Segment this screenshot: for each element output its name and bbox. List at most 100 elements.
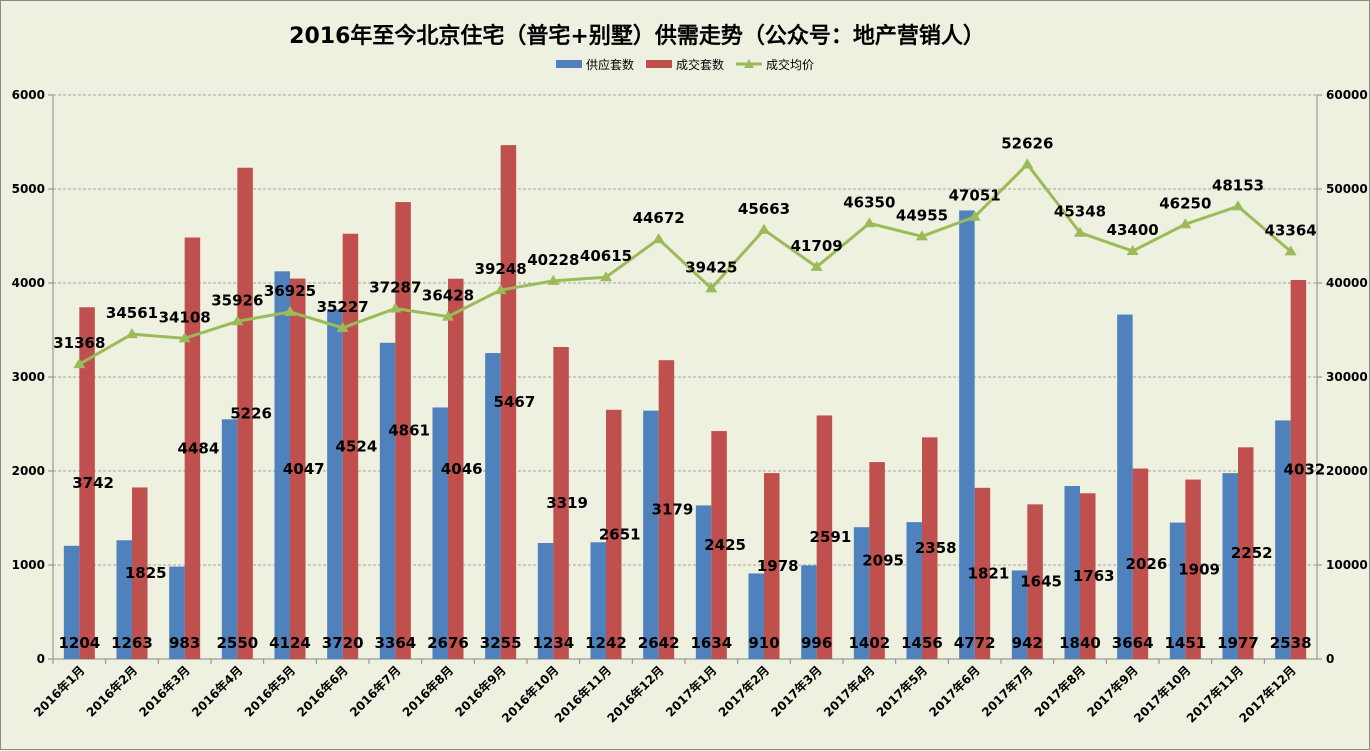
price-marker [178,332,191,343]
left-tick-label: 2000 [12,464,45,478]
x-tick-label: 2017年8月 [1031,663,1088,720]
supply-data-label: 1634 [690,634,732,652]
deals-data-label: 3742 [72,474,114,492]
left-tick-label: 0 [37,652,45,666]
bar-deals [184,237,201,659]
supply-data-label: 3720 [322,634,364,652]
bar-supply [643,410,659,659]
x-tick-label: 2017年12月 [1236,663,1299,726]
supply-data-label: 996 [801,634,832,652]
right-tick-label: 20000 [1326,464,1368,478]
bar-supply [274,271,290,659]
deals-data-label: 1821 [968,564,1010,582]
supply-data-label: 1263 [111,634,153,652]
supply-data-label: 1840 [1059,634,1101,652]
x-tick-label: 2017年7月 [978,663,1035,720]
price-data-label: 35926 [211,291,263,309]
supply-data-label: 910 [748,634,779,652]
supply-data-label: 1977 [1217,634,1259,652]
supply-data-label: 2642 [638,634,680,652]
bar-deals [1185,479,1201,659]
legend-label-1: 成交套数 [676,57,724,72]
supply-data-label: 1234 [532,634,574,652]
supply-data-label: 4772 [954,634,996,652]
supply-data-label: 1204 [58,634,100,652]
price-marker [442,310,454,321]
price-data-label: 36925 [264,282,316,300]
deals-data-label: 4047 [283,460,325,478]
deals-data-label: 2425 [704,536,746,554]
bar-deals [1080,493,1096,659]
price-data-label: 45663 [738,200,790,218]
bar-deals [237,167,253,660]
bar-deals [922,437,938,659]
bar-supply [537,543,554,659]
deals-data-label: 4046 [441,460,483,478]
legend-label-0: 供应套数 [586,57,634,72]
bar-supply [1117,314,1133,659]
bar-supply [1064,486,1080,659]
supply-data-label: 2538 [1270,634,1312,652]
price-data-label: 47051 [949,187,1001,205]
price-marker [600,271,612,282]
price-data-label: 39425 [685,258,737,276]
price-marker [916,230,928,241]
price-data-label: 35227 [317,298,369,316]
bar-deals [1027,504,1043,659]
x-tick-label: 2017年2月 [715,663,772,720]
bar-supply [1169,522,1186,659]
bar-supply [748,573,764,659]
bar-deals [869,462,885,659]
legend-label-2: 成交均价 [766,57,814,72]
bar-supply [327,309,343,659]
bar-deals [79,307,95,659]
x-tick-label: 2016年5月 [241,663,298,720]
price-marker [73,358,86,369]
x-tick-label: 2017年3月 [768,663,825,720]
price-data-label: 44672 [633,209,685,227]
x-tick-label: 2016年12月 [604,663,667,726]
deals-data-label: 2026 [1126,555,1168,573]
right-tick-label: 10000 [1326,558,1368,572]
price-marker [336,321,349,332]
deals-data-label: 2252 [1231,544,1273,562]
deals-data-label: 1763 [1073,567,1115,585]
price-data-label: 34561 [106,304,158,322]
price-data-label: 41709 [791,237,843,255]
supply-data-label: 1451 [1164,634,1206,652]
supply-data-label: 942 [1012,634,1043,652]
supply-data-label: 1456 [901,634,943,652]
price-marker [1284,245,1297,256]
bar-deals [395,202,411,660]
bar-supply [169,566,185,659]
bar-deals [553,347,569,659]
price-data-label: 43364 [1265,221,1317,239]
legend-swatch-1 [646,60,672,68]
price-marker [284,305,296,316]
bar-deals [816,415,833,659]
left-tick-label: 3000 [12,370,45,384]
deals-data-label: 5226 [230,404,272,422]
right-tick-label: 30000 [1326,370,1368,384]
price-marker [1126,245,1139,256]
price-data-label: 31368 [53,334,105,352]
x-tick-label: 2017年4月 [820,663,877,720]
bar-deals [290,278,306,659]
x-tick-label: 2016年4月 [188,663,245,720]
bar-deals [132,487,148,659]
bar-deals [711,431,727,659]
x-tick-label: 2017年6月 [926,663,983,720]
price-data-label: 52626 [1001,134,1053,152]
bar-deals [500,145,517,660]
bar-supply [1011,570,1028,659]
price-data-label: 44955 [896,206,948,224]
price-data-label: 45348 [1054,203,1106,221]
price-marker [494,284,507,295]
deals-data-label: 2651 [599,525,641,543]
left-tick-label: 5000 [12,182,45,196]
bar-supply [379,342,396,659]
price-marker [1021,158,1034,169]
x-tick-label: 2016年3月 [136,663,193,720]
x-tick-label: 2017年5月 [873,663,930,720]
price-marker [810,260,823,271]
